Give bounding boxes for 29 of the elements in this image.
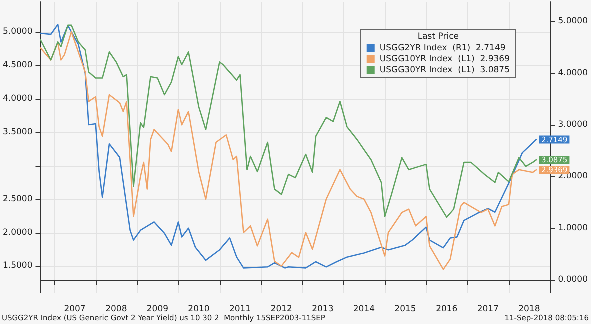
legend-label: USGG30YR Index (L1) 3.0875 [380,66,510,76]
legend-label: USGG2YR Index (R1) 2.7149 [380,44,506,54]
line-series [40,24,538,218]
x-tick-label: 2007 [64,304,86,314]
x-tick-label: 2015 [394,304,416,314]
y-tick-label: 2.5000 [2,194,33,204]
x-tick-label: 2013 [312,304,334,314]
y-tick-label: 3.5000 [2,127,33,138]
y-tick-label: 5.0000 [2,27,33,38]
y2-tick-label: 5.0000 [558,16,588,27]
x-tick-label: 2017 [477,304,499,314]
y2-tick-label: 3.0000 [558,120,588,130]
y2-tick-label: 4.0000 [558,68,588,78]
x-tick-label: 2012 [270,304,292,314]
legend-title: Last Price [418,32,460,42]
y2-tick-label: 1.0000 [558,223,588,234]
x-tick-label: 2008 [106,304,128,314]
x-tick-label: 2018 [518,304,540,314]
x-tick-label: 2009 [146,304,169,314]
y-tick-label: 4.5000 [2,60,33,71]
y-tick-label: 1.5000 [2,261,33,272]
y2-tick-label: 0.0000 [558,275,588,286]
y-tick-label: 4.0000 [2,94,33,104]
legend-label: USGG10YR Index (L1) 2.9369 [380,54,510,64]
x-tick-label: 2010 [188,304,210,314]
x-tick-label: 2016 [436,304,458,314]
y-tick-label: 2.0000 [2,228,33,238]
x-tick-label: 2014 [353,304,376,314]
x-tick-label: 2011 [229,304,252,314]
